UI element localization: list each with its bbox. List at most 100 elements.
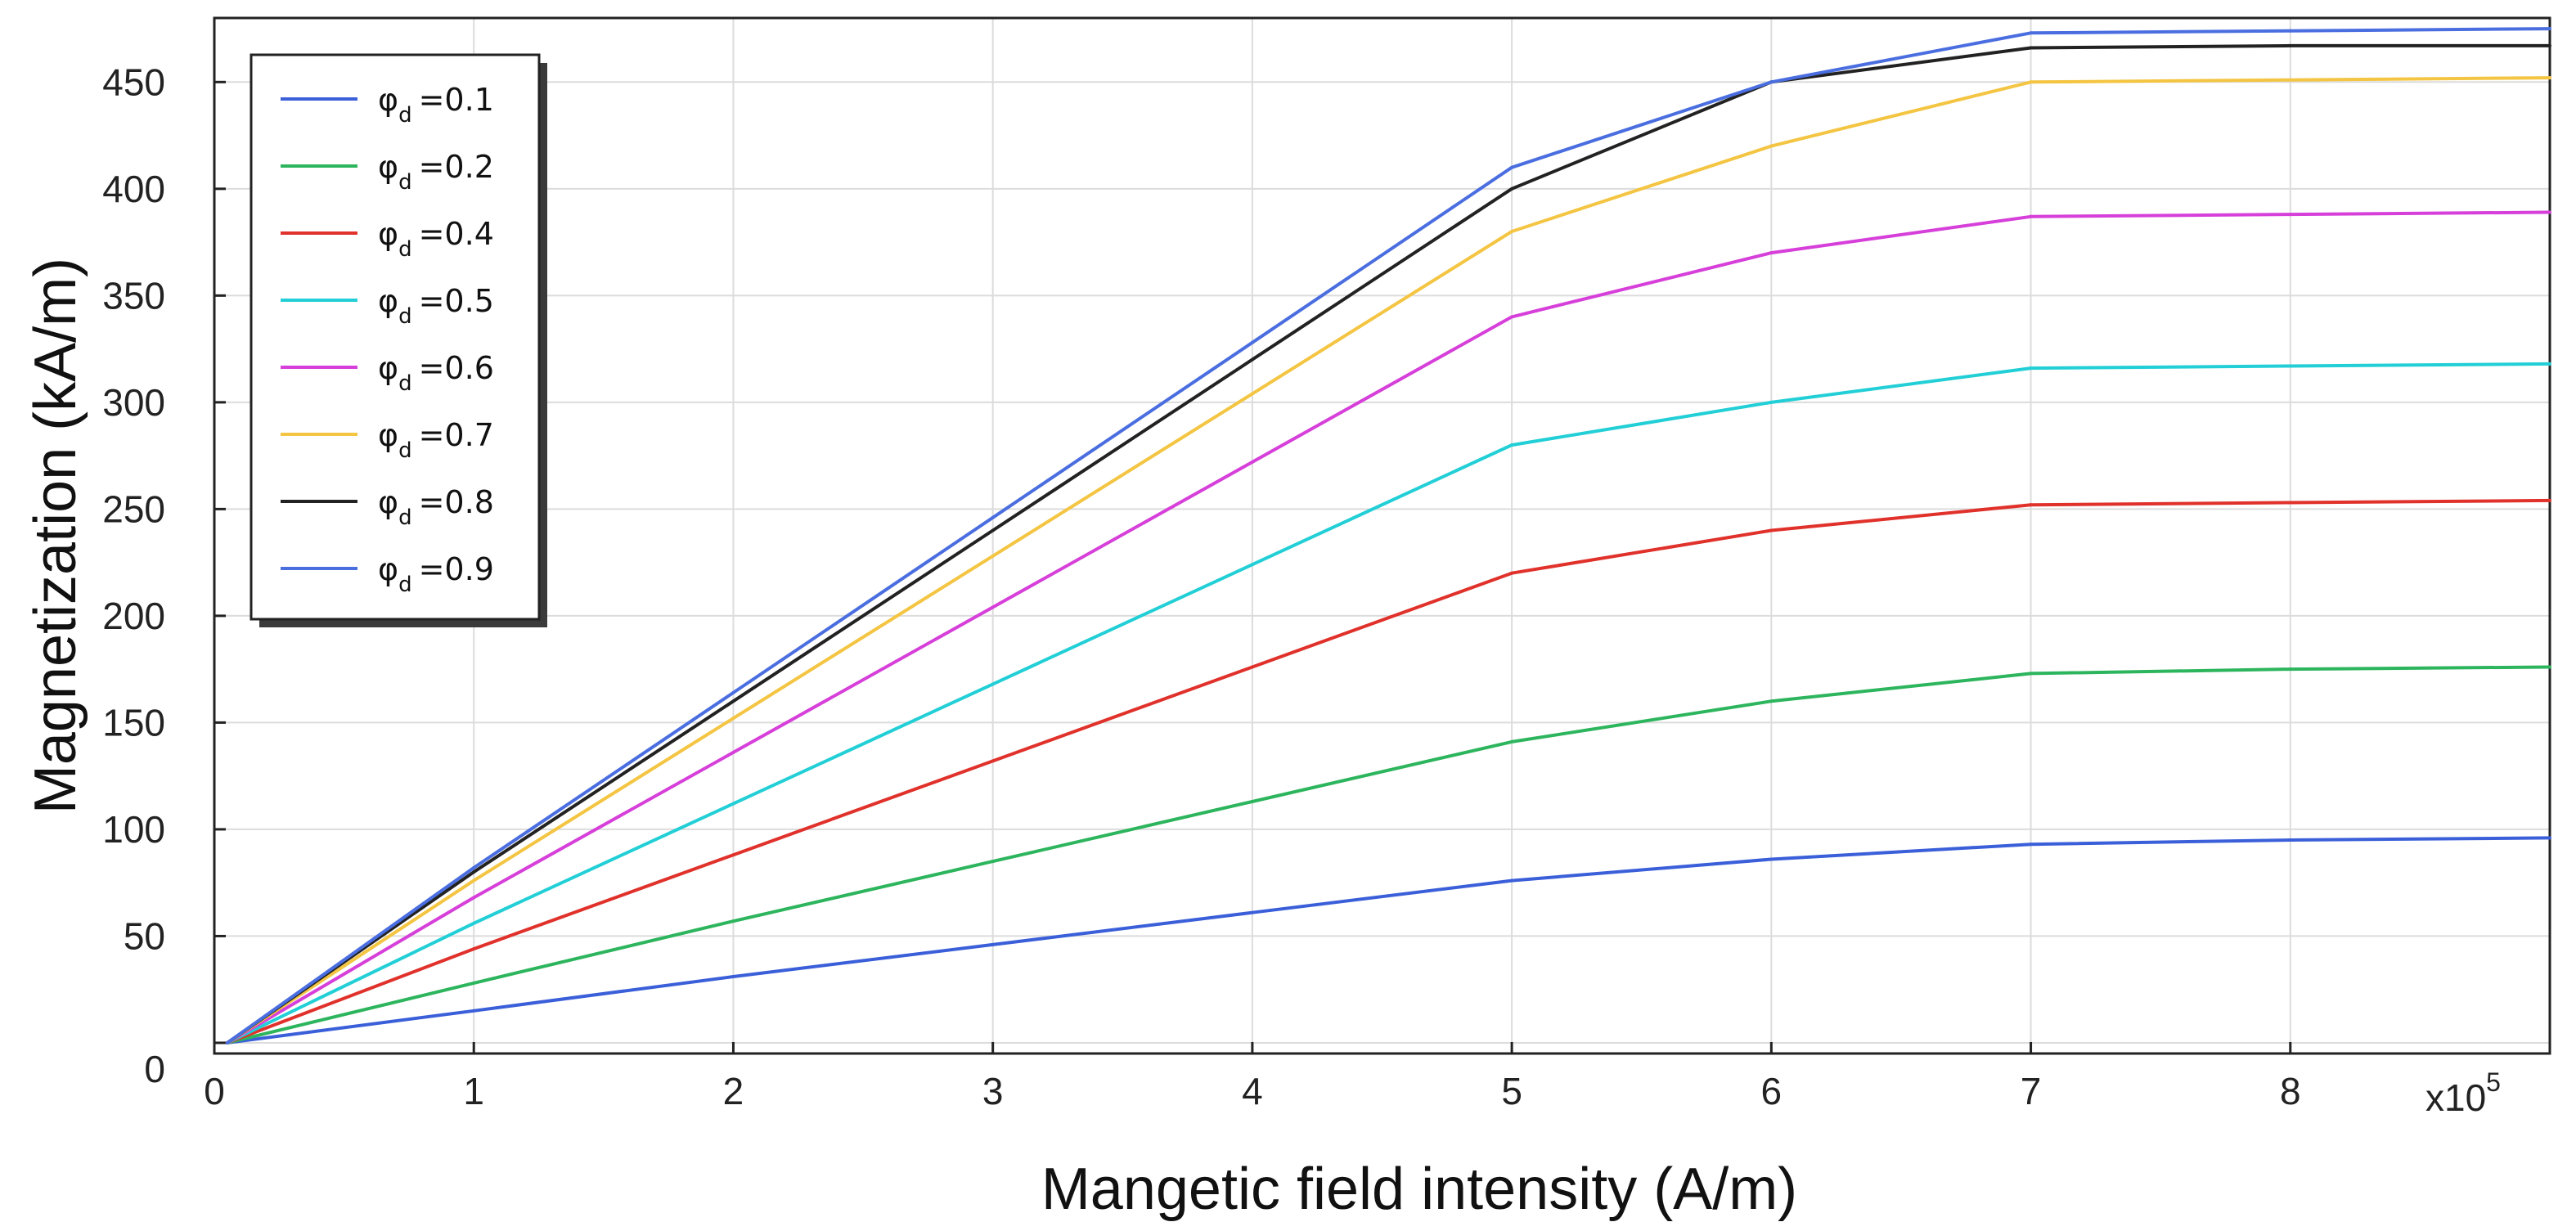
series-7-point (472, 870, 476, 874)
series-lines (225, 27, 2551, 1045)
legend-label: φd =0.6 (378, 350, 494, 396)
series-8-point (1510, 165, 1514, 169)
x-axis-title: Mangetic field intensity (A/m) (1041, 1157, 1797, 1222)
series-6-point (1250, 392, 1254, 396)
legend-label: φd =0.1 (378, 82, 494, 128)
series-5-point (2288, 213, 2292, 217)
series-line-4 (227, 362, 2551, 1045)
series-3-point (991, 759, 995, 763)
series-5-point (2548, 210, 2551, 214)
series-7-point (2288, 43, 2292, 47)
series-2-point (1250, 799, 1254, 803)
series-6-point (472, 878, 476, 883)
y-tick-label: 150 (102, 701, 165, 744)
legend-entry: φd =0.2 (281, 149, 494, 195)
series-4-point (2288, 364, 2292, 368)
legend-label: φd =0.8 (378, 484, 494, 530)
series-5-point (731, 750, 735, 754)
x-scale-label: x105 (2425, 1067, 2501, 1119)
x-tick-label: 8 (2280, 1070, 2301, 1112)
series-5-point (1250, 460, 1254, 464)
series-8-point (225, 1040, 229, 1045)
series-3-point (731, 853, 735, 857)
x-tick-label: 7 (2021, 1070, 2042, 1112)
legend-entry: φd =0.9 (281, 551, 494, 597)
x-tick-label: 2 (723, 1070, 744, 1112)
legend-label: φd =0.4 (378, 216, 494, 262)
series-2-point (991, 860, 995, 864)
x-tick-label: 5 (1501, 1070, 1522, 1112)
y-tick-label: 400 (102, 168, 165, 210)
series-1-point (1510, 878, 1514, 883)
x-tick-label: 0 (204, 1070, 225, 1112)
series-8-point (2548, 27, 2551, 31)
series-1-point (2548, 836, 2551, 840)
series-line-5 (226, 210, 2551, 1045)
series-2-point (2548, 665, 2551, 669)
series-2-point (1769, 699, 1774, 703)
x-tick-label: 3 (982, 1070, 1004, 1112)
series-3-point (2548, 498, 2551, 502)
series-4-point (991, 682, 995, 686)
y-tick-label: 350 (102, 274, 165, 317)
series-6-point (2288, 78, 2292, 82)
series-2-point (2029, 672, 2033, 676)
series-4-point (1250, 563, 1254, 567)
plot-frame (213, 16, 2551, 1055)
legend-label: φd =0.9 (378, 551, 494, 597)
series-3-point (2029, 503, 2033, 507)
series-4-point (731, 802, 735, 806)
series-2-point (1510, 739, 1514, 744)
series-2-point (2288, 667, 2292, 672)
series-4-point (472, 921, 476, 925)
legend-label: φd =0.7 (378, 417, 494, 463)
legend-entry: φd =0.1 (281, 82, 494, 128)
series-line-3 (227, 498, 2551, 1045)
axes: 0 1 2 3 4 5 6 7 8 0 50 100 150 200 250 300 350 400 450 (102, 61, 2551, 1112)
series-8-point (2029, 31, 2033, 35)
series-6-point (1769, 144, 1774, 148)
legend-entry: φd =0.5 (281, 283, 494, 329)
series-line-6 (226, 76, 2551, 1045)
series-7-point (2548, 43, 2551, 47)
legend-box (250, 53, 541, 621)
series-4-point (1510, 443, 1514, 447)
y-tick-label: 250 (102, 487, 165, 530)
series-3-point (472, 947, 476, 951)
x-tick-label: 1 (463, 1070, 484, 1112)
legend: φd =0.1 φd =0.2 φd =0.4 φd =0.5 φd =0.6 φd =0.7 φd =0… (250, 53, 547, 627)
x-tick-label: 6 (1761, 1070, 1783, 1112)
series-6-point (731, 717, 735, 721)
x-tick-label: 4 (1242, 1070, 1263, 1112)
series-line-7 (226, 43, 2550, 1045)
series-4-point (2029, 366, 2033, 371)
series-8-point (731, 690, 735, 694)
series-5-point (1510, 315, 1514, 319)
series-7-point (991, 528, 995, 532)
y-tick-label: 300 (102, 381, 165, 424)
series-7-point (2029, 46, 2033, 50)
y-tick-label: 200 (102, 595, 165, 637)
series-3-point (2288, 501, 2292, 505)
legend-entry: φd =0.8 (281, 484, 494, 530)
series-4-point (2548, 362, 2551, 366)
series-1-point (991, 942, 995, 946)
series-7-point (1250, 357, 1254, 362)
series-3-point (1769, 528, 1774, 532)
series-2-point (472, 981, 476, 985)
series-line-8 (226, 27, 2551, 1045)
series-4-point (1769, 400, 1774, 404)
series-8-point (1250, 340, 1254, 344)
legend-items: φd =0.1 φd =0.2 φd =0.4 φd =0.5 φd =0.6 φd =0.7 φd =0… (281, 82, 494, 597)
legend-label: φd =0.5 (378, 283, 494, 329)
series-5-point (2029, 214, 2033, 218)
legend-entry: φd =0.6 (281, 350, 494, 396)
series-7-point (731, 699, 735, 703)
legend-label: φd =0.2 (378, 149, 494, 195)
series-8-point (1769, 80, 1774, 84)
series-6-point (1510, 230, 1514, 234)
series-3-point (1250, 665, 1254, 669)
series-6-point (2029, 80, 2033, 84)
series-3-point (1510, 571, 1514, 575)
